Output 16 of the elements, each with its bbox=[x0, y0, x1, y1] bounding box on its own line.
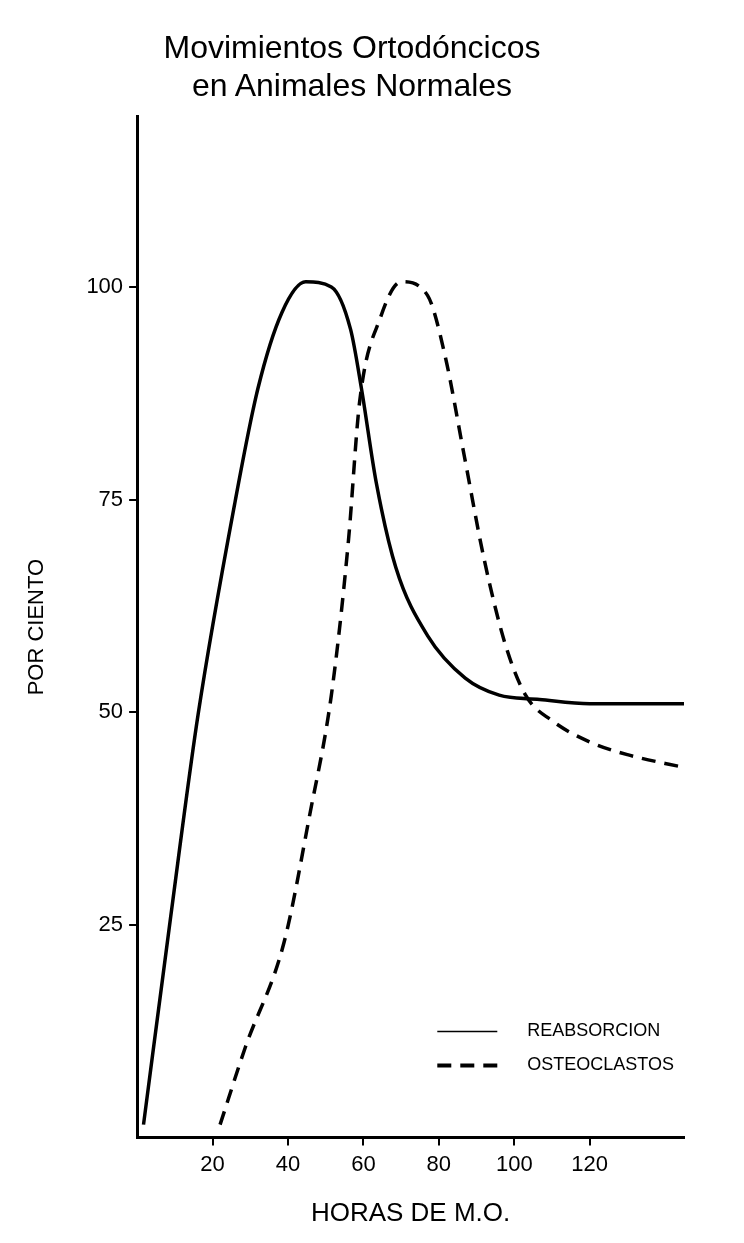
legend-label: OSTEOCLASTOS bbox=[527, 1054, 675, 1075]
x-tick-label: 100 bbox=[495, 1150, 533, 1176]
x-axis-title: HORAS DE M.O. bbox=[310, 1196, 511, 1227]
x-tick-label: 120 bbox=[571, 1150, 609, 1176]
y-tick-label: 100 bbox=[86, 272, 124, 298]
x-tick-label: 60 bbox=[351, 1150, 376, 1176]
y-tick-label: 75 bbox=[98, 485, 124, 511]
x-tick-label: 80 bbox=[426, 1150, 452, 1176]
x-tick-label: 20 bbox=[200, 1150, 225, 1176]
text: en Animales Normales bbox=[191, 67, 513, 104]
x-tick-label: 40 bbox=[275, 1150, 301, 1176]
y-tick-label: 25 bbox=[98, 910, 124, 936]
y-tick-label: 50 bbox=[98, 698, 124, 724]
legend-label: REABSORCION bbox=[527, 1020, 661, 1041]
y-axis-title: POR CIENTO bbox=[23, 558, 49, 696]
text: Movimientos Ortodóncicos bbox=[163, 29, 541, 66]
